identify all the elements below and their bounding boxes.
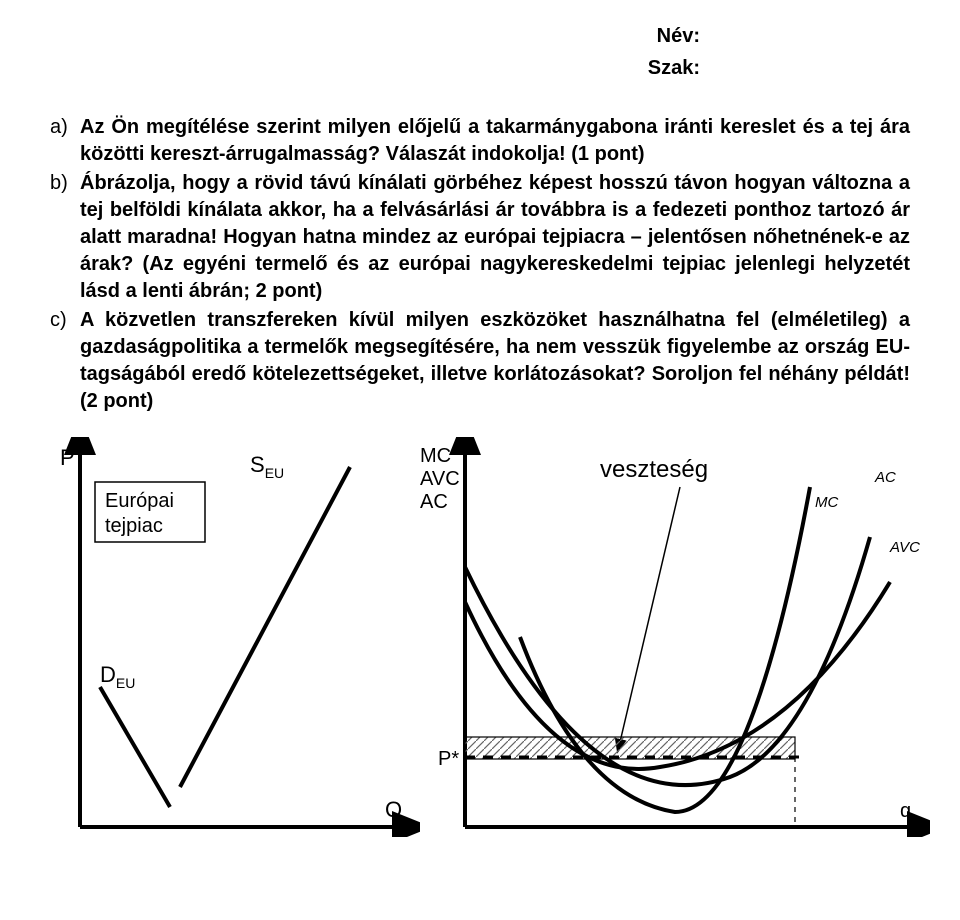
demand-curve	[100, 687, 170, 807]
left-x-label: Q	[385, 797, 402, 822]
mc-curve-label: MC	[815, 494, 838, 511]
right-y-label-avc: AVC	[420, 468, 460, 490]
question-c-label: c)	[50, 307, 80, 415]
right-y-label-ac: AC	[420, 491, 448, 513]
charts-area: P Q Európai tejpiac SEU DEU MC	[50, 437, 910, 837]
ac-curve-label: AC	[874, 469, 896, 486]
question-b-label: b)	[50, 170, 80, 305]
right-chart: MC AVC AC q veszteség P* MC AC AVC	[420, 437, 930, 837]
question-b: b) Ábrázolja, hogy a rövid távú kínálati…	[50, 170, 910, 305]
major-field-label: Szak:	[50, 52, 700, 84]
loss-arrow	[620, 487, 680, 742]
question-a: a) Az Ön megítélése szerint milyen elője…	[50, 114, 910, 168]
question-c: c) A közvetlen transzfereken kívül milye…	[50, 307, 910, 415]
avc-curve-label: AVC	[889, 539, 920, 556]
left-y-label: P	[60, 445, 75, 470]
supply-label: SEU	[250, 452, 284, 481]
question-block: a) Az Ön megítélése szerint milyen elője…	[50, 114, 910, 415]
mc-curve	[520, 487, 810, 812]
loss-label: veszteség	[600, 456, 708, 483]
right-y-label-mc: MC	[420, 445, 451, 467]
question-a-text: Az Ön megítélése szerint milyen előjelű …	[80, 114, 910, 168]
question-a-label: a)	[50, 114, 80, 168]
pstar-label: P*	[438, 748, 459, 770]
name-field-label: Név:	[50, 20, 700, 52]
left-title-line2: tejpiac	[105, 515, 163, 537]
left-title-line1: Európai	[105, 490, 174, 512]
question-c-text: A közvetlen transzfereken kívül milyen e…	[80, 307, 910, 415]
left-chart: P Q Európai tejpiac SEU DEU	[50, 437, 420, 837]
demand-label: DEU	[100, 662, 135, 691]
right-x-label: q	[900, 800, 911, 822]
question-b-text: Ábrázolja, hogy a rövid távú kínálati gö…	[80, 170, 910, 305]
